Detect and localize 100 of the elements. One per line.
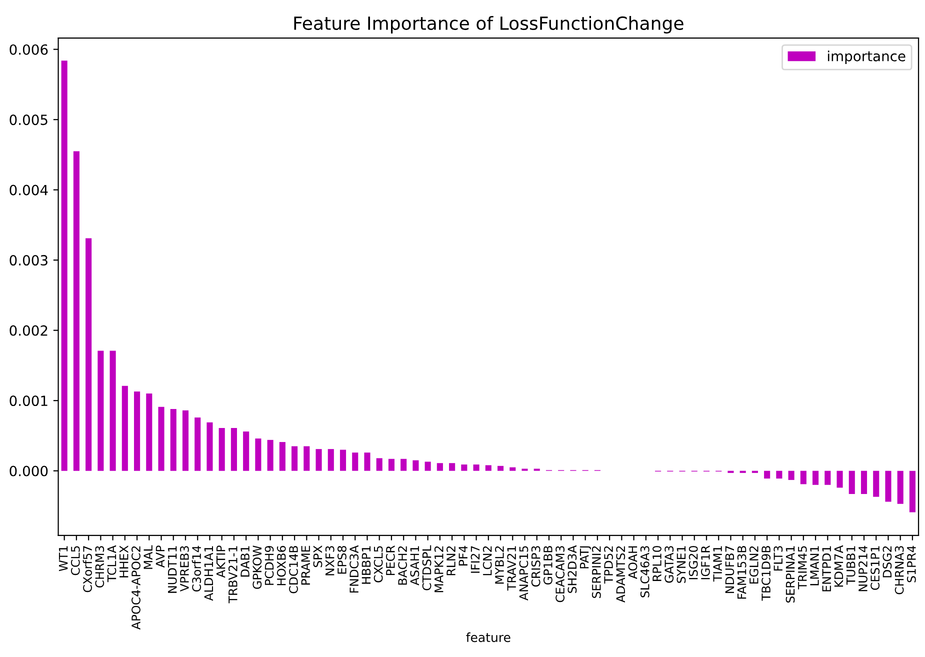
- x-tick-label: TBC1D9B: [762, 546, 770, 601]
- x-tick-label: HOXB6: [276, 546, 286, 586]
- bar: [206, 422, 213, 471]
- bar: [824, 470, 831, 485]
- x-tick-label: FLT3: [774, 546, 783, 570]
- bar: [388, 458, 394, 471]
- bar: [304, 446, 310, 471]
- x-tick-label: CXorf57: [82, 546, 92, 592]
- bar: [86, 238, 92, 471]
- x-tick-label: TIAM1: [713, 546, 722, 582]
- bar: [122, 386, 128, 471]
- bar: [400, 458, 407, 471]
- x-tick-label: CXCL5: [374, 546, 383, 582]
- bar: [267, 440, 274, 471]
- x-tick-label: SYNE1: [676, 546, 686, 583]
- x-tick-label: CCL5: [70, 546, 80, 576]
- x-axis-title: feature: [466, 632, 510, 642]
- x-tick-label: LCN2: [482, 546, 492, 576]
- bar: [352, 452, 358, 471]
- x-tick-label: TCL1A: [107, 545, 116, 582]
- bar: [788, 470, 794, 480]
- x-tick-label: ANAPC15: [519, 546, 528, 600]
- bar: [436, 463, 443, 471]
- x-tick-label: ADAMTS2: [616, 546, 626, 603]
- x-tick-label: CHRNA3: [894, 546, 904, 594]
- x-tick-label: PECR: [386, 546, 395, 576]
- bar: [449, 463, 456, 471]
- x-tick-label: AKTIP: [216, 546, 226, 578]
- legend-label: importance: [828, 50, 906, 64]
- x-tick-label: AVP: [156, 546, 165, 568]
- x-tick-label: GPKOW: [252, 546, 262, 589]
- x-tick-label: TPD52: [604, 546, 613, 584]
- x-tick-label: WT1: [58, 546, 68, 572]
- bar: [230, 428, 237, 471]
- x-tick-label: ASAH1: [410, 546, 420, 586]
- y-tick-label: 0.006: [10, 44, 48, 55]
- x-tick-label: S1PR4: [906, 546, 916, 582]
- x-tick-label: ENTPD1: [822, 546, 831, 592]
- x-tick-label: FNDC3A: [350, 545, 359, 593]
- x-tick-label: GP1BB: [543, 546, 552, 584]
- y-tick-label: 0.003: [10, 255, 48, 266]
- x-tick-label: IFI27: [470, 546, 480, 573]
- x-tick-label: SLC46A3: [640, 546, 650, 598]
- y-tick-label: 0.005: [10, 114, 48, 126]
- x-tick-label: TRAV21: [507, 546, 516, 591]
- x-tick-label: NUDT11: [168, 546, 177, 593]
- bar: [424, 462, 431, 471]
- y-tick-label: 0.001: [10, 396, 48, 406]
- x-tick-label: HBBP1: [362, 546, 370, 584]
- y-tick-label: 0.000: [10, 466, 48, 476]
- bar: [170, 409, 176, 471]
- x-tick-label: AOAH: [628, 546, 638, 579]
- x-tick-label: NDUFB7: [725, 546, 734, 593]
- x-tick-label: TRIM45: [798, 546, 807, 590]
- x-tick-label: KDM7A: [834, 545, 844, 587]
- x-tick-label: SERPINI2: [592, 546, 601, 598]
- x-tick-label: VPREB3: [180, 546, 189, 592]
- x-tick-label: CES1P1: [870, 546, 880, 590]
- chart-title: Feature Importance of LossFunctionChange: [294, 16, 684, 34]
- x-tick-label: DSG2: [882, 546, 892, 578]
- bar: [182, 410, 189, 471]
- x-tick-label: GATA3: [664, 546, 674, 583]
- x-tick-label: SPX: [313, 546, 322, 568]
- bar: [860, 470, 868, 494]
- bar: [218, 428, 225, 471]
- x-tick-label: RLN2: [446, 546, 456, 576]
- x-tick-label: LMAN1: [810, 546, 819, 586]
- bar: [473, 464, 480, 471]
- x-tick-label: MYBL2: [495, 546, 504, 584]
- x-tick-label: PF4: [458, 546, 468, 566]
- x-tick-label: IGF1R: [700, 546, 710, 580]
- bar: [836, 470, 843, 488]
- bar: [897, 470, 904, 504]
- bar: [279, 442, 286, 471]
- y-tick-label: 0.002: [10, 325, 48, 336]
- bar: [510, 467, 516, 471]
- bar: [194, 417, 201, 471]
- bar: [146, 394, 152, 471]
- bar: [340, 450, 346, 471]
- x-tick-label: PATJ: [580, 546, 591, 568]
- x-tick-label: CTDSPL: [422, 545, 432, 590]
- bar: [61, 60, 68, 471]
- x-tick-label: HHEX: [120, 546, 128, 578]
- x-tick-label: PRAME: [301, 546, 310, 585]
- x-tick-label: CHRM3: [95, 546, 104, 588]
- bar: [316, 449, 322, 471]
- bar: [73, 151, 80, 471]
- x-tick-label: EPS8: [338, 546, 346, 574]
- x-tick-label: NUP214: [858, 546, 868, 592]
- x-tick-label: C3orf14: [192, 546, 202, 592]
- bar: [158, 406, 164, 471]
- bar: [909, 470, 916, 512]
- x-tick-label: EGLN2: [749, 546, 758, 584]
- x-tick-label: APOC4-APOC2: [132, 546, 140, 630]
- bar: [110, 350, 116, 471]
- bar: [243, 431, 250, 471]
- bar: [98, 350, 104, 471]
- y-tick-label: 0.004: [10, 184, 48, 196]
- x-tick-label: CEACAM3: [556, 546, 565, 602]
- x-tick-label: MAPK12: [434, 546, 444, 592]
